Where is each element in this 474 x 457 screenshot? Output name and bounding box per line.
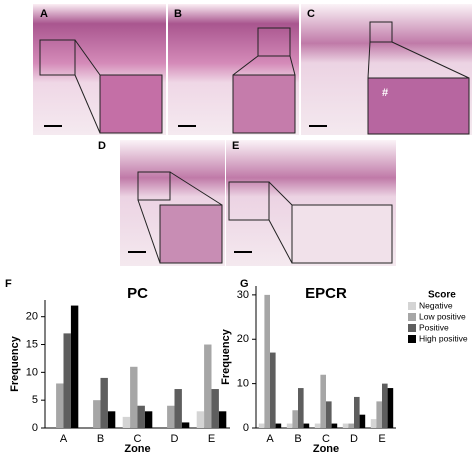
bar [196,411,205,428]
bar [292,410,298,428]
y-axis-label: Frequency [220,328,232,385]
bar [56,383,64,428]
bar [326,401,332,428]
bar [320,374,326,428]
x-tick-label: A [60,433,68,445]
x-tick-label: C [322,433,330,445]
x-tick-label: C [134,433,142,445]
bar [107,411,116,428]
bar [342,423,349,428]
y-tick-label: 10 [237,378,249,390]
bar [218,411,227,428]
bar [348,423,354,428]
bar [70,305,79,428]
bar [270,352,276,428]
x-tick-label: B [97,433,104,445]
bar [144,411,153,428]
bar [382,383,388,428]
panel-label: B [174,8,182,20]
bar [354,396,360,428]
bar [314,423,321,428]
legend-swatch [408,313,416,321]
panel-label: A [40,8,48,20]
legend-swatch [408,324,416,332]
scale-bars [44,125,327,253]
micrographs [33,4,472,266]
bar [387,388,394,428]
bar [286,423,293,428]
x-axis-label: Zone [313,443,339,455]
panel-label: C [307,8,315,20]
panel-label: D [98,140,106,152]
bar [211,389,219,428]
bar [130,366,138,428]
y-tick-label: 10 [26,366,38,378]
bar [204,344,212,428]
panel-label: E [232,140,239,152]
x-tick-label: B [294,433,301,445]
bar [298,388,304,428]
bar [331,423,338,428]
bar [181,422,190,428]
bar [258,423,265,428]
y-tick-label: 30 [237,289,249,301]
bar [359,414,366,428]
legend-label: Low positive [419,311,466,321]
bar [376,401,382,428]
y-tick-label: 20 [237,333,249,345]
bar [264,294,270,428]
bar [275,423,282,428]
x-axis-label: Zone [124,443,150,455]
x-tick-label: D [171,433,179,445]
y-tick-label: 20 [26,311,38,323]
bar [174,389,182,428]
y-axis-label: Frequency [9,335,21,392]
legend-label: Positive [419,322,449,332]
inset-boxes [39,21,470,264]
y-tick-label: 15 [26,338,38,350]
y-tick-label: 0 [243,422,249,434]
y-tick-label: 5 [32,394,38,406]
y-tick-label: 0 [32,422,38,434]
bar [137,405,145,428]
legend-title: Score [428,290,456,301]
x-tick-label: D [350,433,358,445]
x-tick-label: E [208,433,215,445]
bar [93,400,101,428]
legend-swatch [408,302,416,310]
bar [100,377,108,428]
panel-label: F [5,278,12,290]
panel-label: G [240,278,249,290]
chart-title: EPCR [305,285,347,302]
bar [303,423,310,428]
x-tick-label: A [266,433,274,445]
legend-label: Negative [419,300,453,310]
bar [63,333,71,428]
legend-label: High positive [419,333,468,343]
bar [122,416,131,428]
chart-title: PC [127,285,148,302]
bar [370,419,377,428]
bar [167,405,175,428]
x-tick-label: E [378,433,385,445]
annotation: # [382,87,388,99]
legend-swatch [408,335,416,343]
